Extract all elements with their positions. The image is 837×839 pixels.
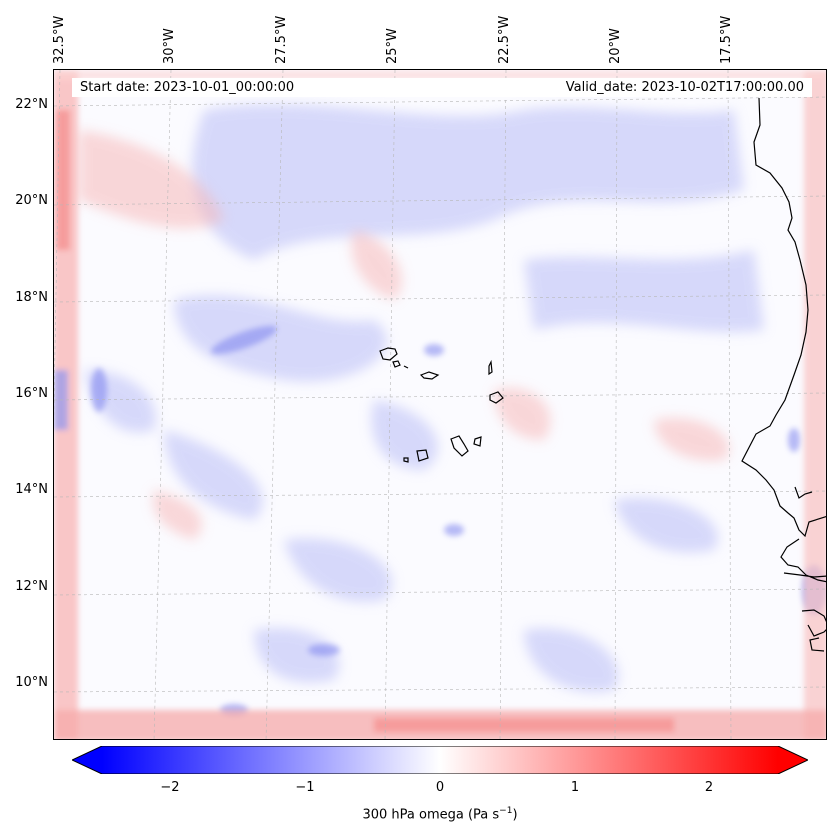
colorbar-tick-0: 0 bbox=[435, 780, 445, 795]
lat-label-12n: 12°N bbox=[15, 579, 48, 594]
island-sao-vicente bbox=[392, 360, 401, 368]
lon-label-22-5w: 22.5°W bbox=[497, 15, 512, 64]
lat-label-16n: 16°N bbox=[15, 386, 48, 401]
lat-label-10n: 10°N bbox=[15, 675, 48, 690]
lon-label-32-5w: 32.5°W bbox=[52, 15, 67, 64]
lon-label-27-5w: 27.5°W bbox=[274, 15, 289, 64]
island-fogo bbox=[416, 449, 429, 462]
colorbar-extend-max bbox=[778, 746, 808, 774]
colorbar-tick-neg2: −2 bbox=[160, 780, 180, 795]
lon-label-20w: 20°W bbox=[608, 28, 623, 64]
colorbar-tick-neg1: −1 bbox=[295, 780, 315, 795]
valid-date-label: Valid_date: 2023-10-02T17:00:00.00 bbox=[565, 80, 804, 95]
lat-label-22n: 22°N bbox=[15, 97, 48, 112]
colorbar-tick-1: 1 bbox=[570, 780, 580, 795]
island-santiago bbox=[450, 435, 469, 457]
island-sao-nicolau bbox=[419, 371, 440, 380]
coastline bbox=[379, 97, 826, 652]
omega-field bbox=[54, 70, 826, 739]
lon-label-30w: 30°W bbox=[162, 28, 177, 64]
lon-label-25w: 25°W bbox=[385, 28, 400, 64]
lat-label-18n: 18°N bbox=[15, 290, 48, 305]
island-santa-luzia bbox=[403, 365, 409, 369]
lat-label-20n: 20°N bbox=[15, 193, 48, 208]
start-date-label: Start date: 2023-10-01_00:00:00 bbox=[80, 80, 295, 95]
negative-omega-regions bbox=[84, 104, 764, 692]
boundary-frame bbox=[54, 70, 826, 739]
date-strip: Start date: 2023-10-01_00:00:00 Valid_da… bbox=[72, 78, 812, 97]
colorbar-extend-min bbox=[72, 746, 102, 774]
lat-label-14n: 14°N bbox=[15, 482, 48, 497]
colorbar-title: 300 hPa omega (Pa s−1) bbox=[362, 806, 518, 823]
lon-label-17-5w: 17.5°W bbox=[719, 15, 734, 64]
island-boa-vista bbox=[489, 391, 504, 404]
graticule bbox=[54, 70, 826, 739]
colorbar-tick-2: 2 bbox=[704, 780, 714, 795]
island-maio bbox=[473, 436, 482, 447]
island-sal bbox=[488, 359, 493, 376]
island-brava bbox=[403, 457, 409, 463]
colorbar-body bbox=[102, 746, 778, 774]
colorbar bbox=[72, 746, 808, 774]
africa-coastline bbox=[741, 97, 826, 652]
map-panel: Start date: 2023-10-01_00:00:00 Valid_da… bbox=[53, 69, 827, 740]
island-santo-antao bbox=[379, 347, 398, 361]
